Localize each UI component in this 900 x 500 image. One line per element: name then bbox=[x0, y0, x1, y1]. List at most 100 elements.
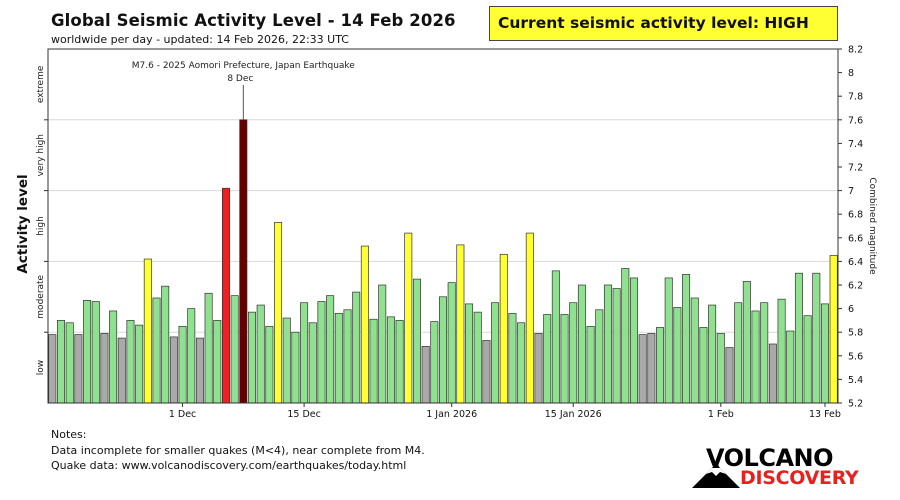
left-axis: low moderate high very high extreme bbox=[36, 65, 48, 375]
bar bbox=[204, 292, 213, 404]
bar bbox=[360, 245, 369, 404]
bar bbox=[178, 325, 187, 404]
bar bbox=[456, 244, 465, 404]
bar bbox=[690, 297, 699, 404]
chart-subtitle: worldwide per day - updated: 14 Feb 2026… bbox=[51, 33, 349, 46]
annotation-date: 8 Dec bbox=[227, 74, 253, 84]
bar bbox=[595, 309, 604, 404]
bar bbox=[343, 309, 352, 404]
bar bbox=[326, 295, 335, 404]
bar bbox=[768, 343, 777, 404]
notes: Notes: Data incomplete for smaller quake… bbox=[51, 427, 425, 474]
bar bbox=[386, 316, 395, 404]
bar bbox=[117, 337, 126, 404]
bar bbox=[395, 320, 404, 404]
bar bbox=[569, 302, 578, 404]
bar bbox=[612, 288, 621, 404]
bar bbox=[742, 281, 751, 404]
bar bbox=[65, 322, 74, 404]
bar bbox=[621, 268, 630, 404]
bar bbox=[404, 232, 413, 404]
right-tick-label: 8.2 bbox=[848, 45, 863, 56]
bar bbox=[708, 304, 717, 404]
bar bbox=[369, 318, 378, 404]
bar bbox=[777, 298, 786, 404]
bar bbox=[812, 272, 821, 404]
bar bbox=[673, 307, 682, 404]
right-tick-label: 7.6 bbox=[848, 115, 863, 126]
bar bbox=[221, 187, 230, 404]
bar bbox=[291, 331, 300, 404]
bar bbox=[525, 232, 534, 404]
y-axis-label-right: Combined magnitude bbox=[867, 177, 877, 275]
bar bbox=[274, 222, 283, 404]
notes-heading: Notes: bbox=[51, 428, 87, 441]
bar bbox=[820, 303, 829, 404]
bar bbox=[447, 282, 456, 404]
bar bbox=[656, 327, 665, 404]
bar bbox=[465, 303, 474, 404]
bar bbox=[161, 285, 170, 404]
right-tick-label: 8 bbox=[848, 68, 854, 79]
bar bbox=[187, 308, 196, 404]
x-tick-label: 1 Feb bbox=[708, 409, 734, 420]
chart-title: Global Seismic Activity Level - 14 Feb 2… bbox=[51, 11, 456, 30]
annotation-text: M7.6 - 2025 Aomori Prefecture, Japan Ear… bbox=[132, 61, 356, 71]
bar bbox=[439, 296, 447, 404]
bar bbox=[803, 315, 812, 404]
current-level-box: Current seismic activity level: HIGH bbox=[489, 6, 838, 41]
bar bbox=[248, 311, 257, 404]
bar bbox=[213, 320, 222, 404]
right-tick-label: 7.4 bbox=[848, 139, 863, 150]
bar bbox=[378, 284, 387, 404]
right-tick-label: 6.6 bbox=[848, 233, 863, 244]
bar bbox=[682, 274, 691, 404]
bar bbox=[491, 302, 500, 404]
bar bbox=[647, 333, 656, 404]
bar bbox=[152, 297, 161, 404]
bar bbox=[586, 325, 595, 404]
bar bbox=[135, 324, 144, 404]
bar bbox=[699, 327, 708, 404]
right-tick-label: 5.4 bbox=[848, 375, 863, 386]
right-tick-label: 5.2 bbox=[848, 399, 863, 410]
logo-line-1: VOLCANO bbox=[706, 444, 834, 472]
y-axis-label-left: Activity level bbox=[15, 174, 31, 273]
bar bbox=[83, 299, 92, 404]
x-tick-label: 13 Feb bbox=[809, 409, 841, 420]
bar bbox=[751, 310, 760, 404]
x-tick-label: 1 Jan 2026 bbox=[426, 409, 477, 420]
bar bbox=[300, 302, 309, 404]
volcano-icon bbox=[692, 462, 740, 488]
right-tick-label: 6.2 bbox=[848, 281, 863, 292]
bar bbox=[256, 304, 265, 404]
right-tick-label: 7 bbox=[848, 186, 854, 197]
bar bbox=[638, 334, 647, 404]
bar bbox=[760, 302, 769, 404]
right-axis: 5.2 5.4 5.6 5.8 6 6.2 6.4 6.6 6.8 7 7.2 7.4 7.6 7.8 8 8… bbox=[838, 45, 863, 410]
bar bbox=[317, 301, 326, 404]
notes-line-2[interactable]: Quake data: www.volcanodiscovery.com/ear… bbox=[51, 459, 407, 472]
bar bbox=[551, 270, 560, 404]
bar bbox=[143, 258, 152, 404]
right-tick-label: 7.8 bbox=[848, 92, 863, 103]
bar bbox=[265, 325, 274, 404]
bar bbox=[534, 333, 543, 404]
volcanodiscovery-logo[interactable]: VOLCANO DISCOVERY bbox=[692, 444, 900, 494]
bar bbox=[57, 320, 66, 404]
plot-frame bbox=[47, 48, 839, 404]
bar bbox=[577, 284, 586, 404]
level-band-label: very high bbox=[36, 134, 46, 176]
right-tick-label: 5.8 bbox=[848, 328, 863, 339]
right-tick-label: 5.6 bbox=[848, 351, 863, 362]
level-band-label: extreme bbox=[36, 65, 46, 103]
bar bbox=[629, 277, 638, 404]
right-tick-label: 6 bbox=[848, 304, 854, 315]
bar bbox=[308, 322, 317, 404]
bar bbox=[603, 284, 612, 404]
level-band-label: low bbox=[36, 360, 46, 375]
bar bbox=[109, 310, 118, 404]
bar bbox=[829, 255, 838, 404]
bar bbox=[230, 295, 239, 404]
right-tick-label: 6.4 bbox=[848, 257, 863, 268]
